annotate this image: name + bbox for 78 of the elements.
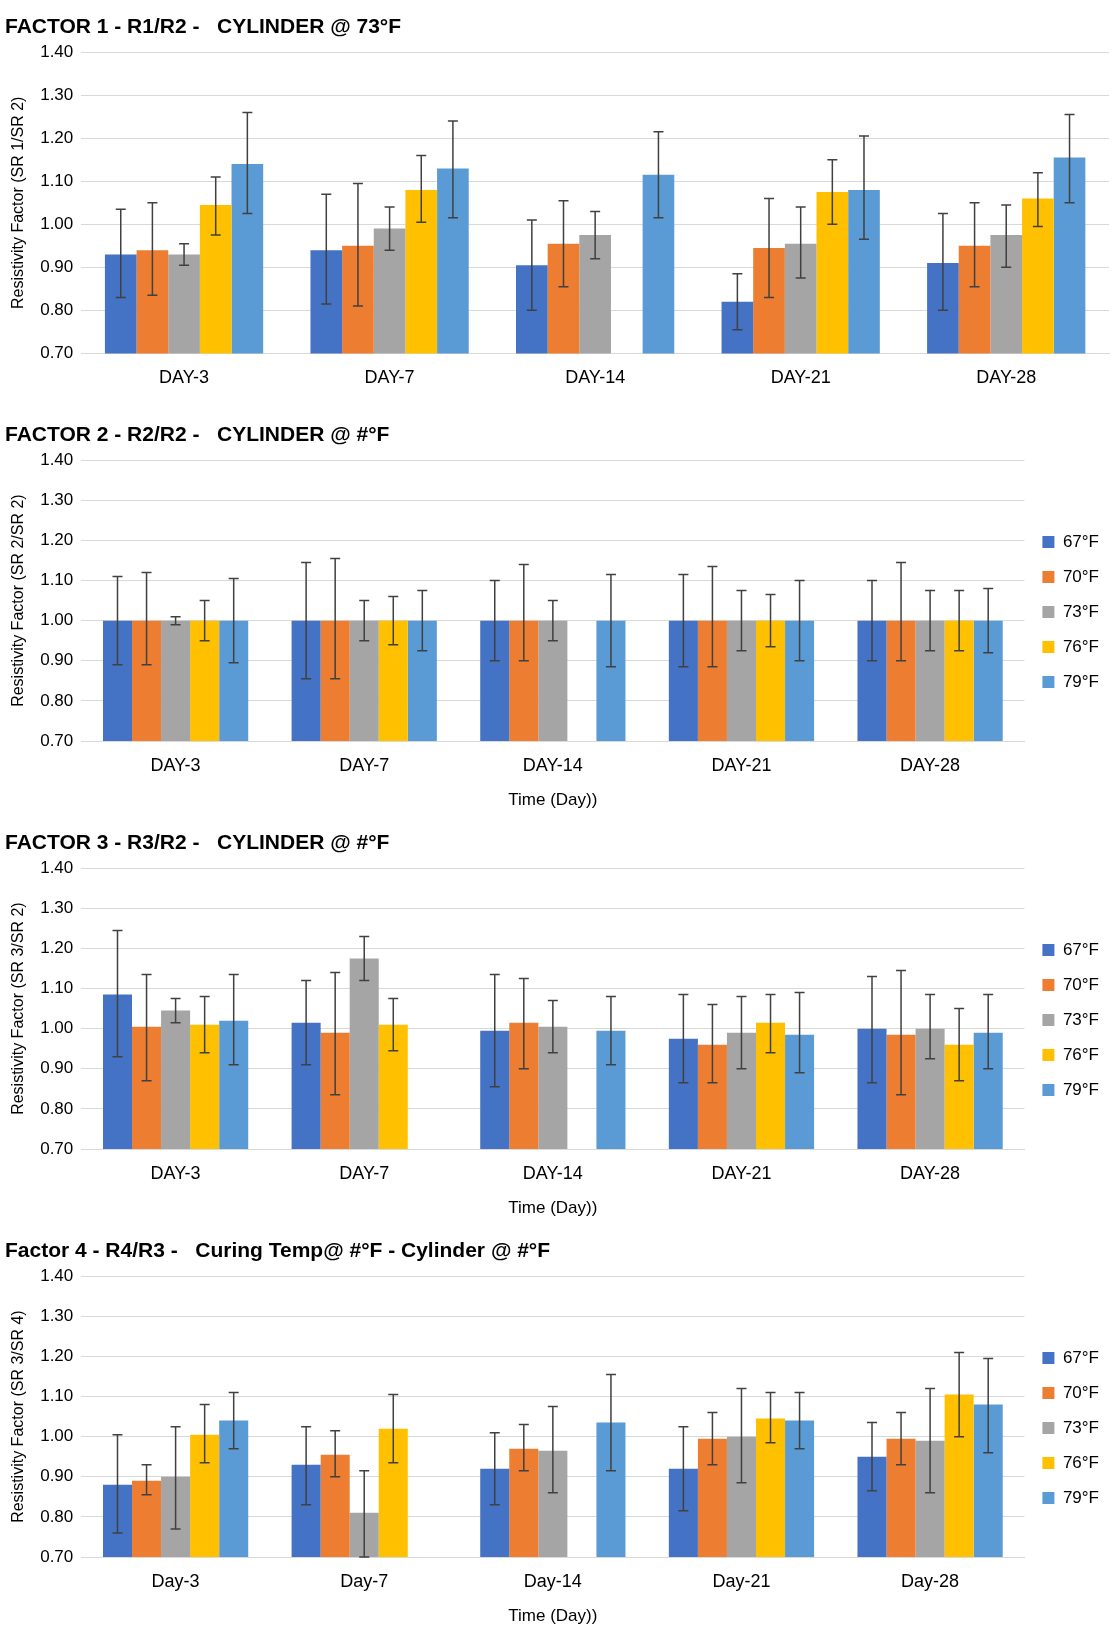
x-tick-label: DAY-3 [150,754,201,775]
y-tick-label: 0.80 [40,1506,74,1526]
chart-title: Factor 4 - R4/R3 - Curing Temp@ #°F - Cylinder @ #°F [5,1238,551,1262]
y-tick-label: 1.00 [40,1426,74,1446]
y-tick-label: 1.20 [40,1346,74,1366]
y-tick-label: 1.10 [40,978,74,998]
x-tick-label: Day-28 [901,1570,960,1591]
x-tick-label: DAY-28 [976,367,1037,388]
x-tick-label: DAY-14 [522,754,583,775]
legend-label: 73°F [1062,1009,1099,1029]
y-tick-label: 1.40 [40,1265,74,1285]
legend-label: 70°F [1062,1382,1099,1402]
y-tick-label: 0.90 [40,650,74,670]
y-tick-label: 0.80 [40,300,74,320]
y-tick-label: 0.70 [40,343,74,363]
y-tick-label: 1.20 [40,938,74,958]
x-tick-label: DAY-21 [711,1162,772,1183]
legend-label: 67°F [1062,939,1099,959]
y-tick-label: 0.70 [40,1138,74,1158]
y-tick-label: 1.40 [40,857,74,877]
chart-title: FACTOR 1 - R1/R2 - CYLINDER @ 73°F [5,14,402,38]
x-tick-label: DAY-14 [522,1162,583,1183]
legend-label: 76°F [1062,636,1099,656]
y-tick-label: 1.00 [40,214,74,233]
y-tick-label: 0.90 [40,1466,74,1486]
y-tick-label: 1.30 [40,1306,74,1325]
y-tick-label: 1.10 [40,570,74,590]
y-axis-title: Resistivity Factor (SR 2/SR 2) [9,494,27,707]
y-tick-label: 1.20 [40,530,74,550]
legend-label: 79°F [1062,671,1099,691]
y-tick-label: 0.80 [40,1098,74,1118]
legend-label: 79°F [1062,1079,1099,1099]
legend-label: 70°F [1062,566,1099,586]
chart-title: FACTOR 2 - R2/R2 - CYLINDER @ #°F [5,422,390,446]
legend-label: 76°F [1062,1044,1099,1064]
x-tick-label: Day-7 [340,1570,389,1591]
legend-label: 73°F [1062,601,1099,621]
x-tick-label: DAY-7 [364,367,415,388]
x-tick-label: DAY-3 [150,1162,201,1183]
x-tick-label: DAY-21 [711,754,772,775]
y-axis-title: Resistivity Factor (SR 1/SR 2) [9,96,27,310]
legend-label: 73°F [1062,1417,1099,1437]
x-axis-title: Time (Day)) [508,1606,598,1626]
y-tick-label: 1.30 [40,84,74,104]
y-tick-label: 0.70 [40,1546,74,1566]
y-tick-label: 1.40 [40,41,74,61]
x-tick-label: DAY-14 [565,367,626,388]
y-tick-label: 1.10 [40,170,74,190]
legend-label: 70°F [1062,974,1099,994]
y-axis-title: Resistivity Factor (SR 3/SR 2) [9,902,27,1115]
x-tick-label: DAY-28 [900,754,961,775]
legend-label: 67°F [1062,531,1099,551]
x-tick-label: DAY-21 [770,367,831,388]
y-tick-label: 1.20 [40,127,74,147]
y-axis-title: Resistivity Factor (SR 3/SR 4) [9,1310,27,1523]
x-tick-label: Day-14 [523,1570,582,1591]
x-axis-title: Time (Day)) [508,1198,598,1218]
y-tick-label: 1.30 [40,898,74,917]
y-tick-label: 0.70 [40,730,74,750]
y-tick-label: 1.00 [40,610,74,630]
x-tick-label: DAY-28 [900,1162,961,1183]
x-tick-label: DAY-3 [159,367,210,388]
y-tick-label: 1.40 [40,449,74,469]
x-tick-label: Day-21 [712,1570,771,1591]
legend-label: 79°F [1062,1487,1099,1507]
y-tick-label: 1.10 [40,1386,74,1406]
legend-label: 76°F [1062,1452,1099,1472]
y-tick-label: 1.00 [40,1018,74,1038]
x-tick-label: DAY-7 [339,754,390,775]
x-tick-label: DAY-7 [339,1162,390,1183]
y-tick-label: 0.90 [40,1058,74,1078]
chart-title: FACTOR 3 - R3/R2 - CYLINDER @ #°F [5,830,390,854]
y-tick-label: 0.90 [40,257,74,277]
y-tick-label: 0.80 [40,690,74,710]
y-tick-label: 1.30 [40,490,74,509]
x-tick-label: Day-3 [151,1570,200,1591]
legend-label: 67°F [1062,1347,1099,1367]
x-axis-title: Time (Day)) [508,790,598,810]
